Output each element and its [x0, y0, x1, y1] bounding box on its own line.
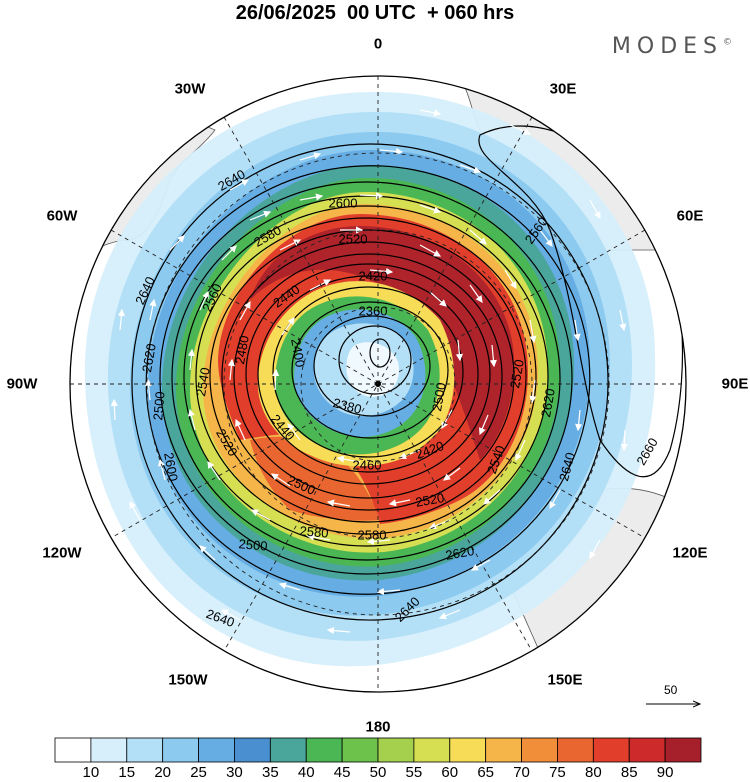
colorbar-tick-label: 20	[154, 764, 171, 781]
lon-label-120e: 120E	[672, 544, 708, 562]
lon-label-60e: 60E	[676, 207, 704, 225]
contour-label: 2640	[556, 451, 578, 483]
contour-2540	[195, 217, 537, 535]
contour-2400	[291, 301, 449, 439]
meridian-30w-150e	[223, 116, 533, 652]
contour-label: 2520	[414, 490, 445, 510]
contour-label: 2380	[331, 395, 363, 417]
contour-label: 2420	[359, 268, 388, 283]
lon-label-0: 0	[373, 35, 383, 53]
contour-2460	[245, 263, 491, 485]
contour-2360	[338, 325, 412, 395]
lon-label-150e: 150E	[547, 671, 583, 689]
contour-2500	[221, 241, 515, 511]
map-disc: 2360238024002420242024402440246024802500…	[70, 76, 686, 692]
colorbar-tick-label: 85	[620, 764, 638, 781]
speed-band-10-core	[346, 342, 400, 397]
colorbar-tick-label: 80	[584, 764, 602, 781]
contour-label: 2620	[538, 387, 558, 418]
contour-label: 2620	[444, 543, 475, 563]
contour-label: 2580	[299, 523, 329, 540]
contour-label: 2500	[238, 536, 268, 553]
speed-band-85	[250, 226, 515, 460]
contour-core	[369, 338, 391, 368]
contour-2480	[233, 253, 503, 499]
contour-label: 2620	[139, 342, 159, 373]
contour-label: 2520	[507, 358, 527, 389]
contour-label: 2400	[288, 337, 308, 368]
contour-label: 2500	[429, 381, 449, 412]
copyright-mark: ©	[723, 37, 732, 48]
colorbar-tick-label: 55	[405, 764, 423, 781]
colorbar-tick-label: 40	[297, 764, 315, 781]
contour-label: 2600	[329, 195, 358, 210]
colorbar-tick-label: 25	[190, 764, 207, 781]
contour-2380	[313, 315, 431, 417]
contour-label: 2520	[339, 231, 368, 246]
latitude-circle-inner	[300, 306, 456, 462]
colorbar-tick-label: 60	[441, 764, 459, 781]
colorbar-tick-label: 45	[333, 764, 351, 781]
meridian-60e-120w	[110, 229, 646, 539]
contour-2600	[159, 181, 573, 575]
colorbar-tick-label: 75	[549, 764, 566, 781]
contour-label: 2580	[358, 527, 387, 542]
colorbar-tick-label: 15	[118, 764, 136, 781]
lon-label-90w: 90W	[6, 375, 38, 393]
colorbar-tick-label: 10	[82, 764, 100, 781]
lon-label-150w: 150W	[168, 671, 208, 689]
speed-band-70-south	[250, 436, 380, 521]
lon-label-120w: 120W	[42, 544, 82, 562]
contour-label: 2480	[232, 334, 252, 365]
map-border	[69, 75, 687, 693]
colorbar-tick-label: 90	[656, 764, 674, 781]
lon-label-30w: 30W	[174, 80, 206, 98]
colorbar-tick-label: 70	[513, 764, 530, 781]
colorbar-tick-label: 35	[261, 764, 279, 781]
lon-label-60w: 60W	[46, 207, 78, 225]
contour-label: 2360	[359, 303, 388, 318]
contour-label: 2540	[193, 366, 213, 397]
contour-2640	[131, 143, 609, 621]
contour-2580	[171, 195, 561, 561]
latitude-circle-middle	[223, 229, 533, 539]
south-pole-marker	[375, 381, 381, 387]
colorbar-tick-label: 30	[226, 764, 243, 781]
contour-2560	[183, 205, 549, 547]
height-contours	[131, 125, 684, 621]
meridian-30e-150w	[223, 116, 533, 652]
colorbar-tick-label: 50	[369, 764, 387, 781]
wind-vectors	[110, 109, 628, 635]
colorbar-tick-label: 65	[477, 764, 494, 781]
lon-label-30e: 30E	[549, 80, 577, 98]
modes-logo: MODES©	[612, 34, 732, 59]
contour-label: 2460	[353, 457, 382, 472]
brand-text: MODES	[611, 34, 723, 59]
lon-label-180: 180	[365, 718, 391, 736]
latitude-circle-outer	[146, 152, 610, 616]
contour-2440	[257, 275, 479, 473]
meridian-60w-120e	[110, 229, 646, 539]
contour-label: 2600	[161, 451, 181, 482]
contour-label: 2500	[150, 391, 167, 421]
reference-vector-label: 50	[664, 683, 678, 697]
lon-label-90e: 90E	[721, 375, 749, 393]
map-title: 26/06/2025 00 UTC + 060 hrs	[235, 2, 515, 24]
